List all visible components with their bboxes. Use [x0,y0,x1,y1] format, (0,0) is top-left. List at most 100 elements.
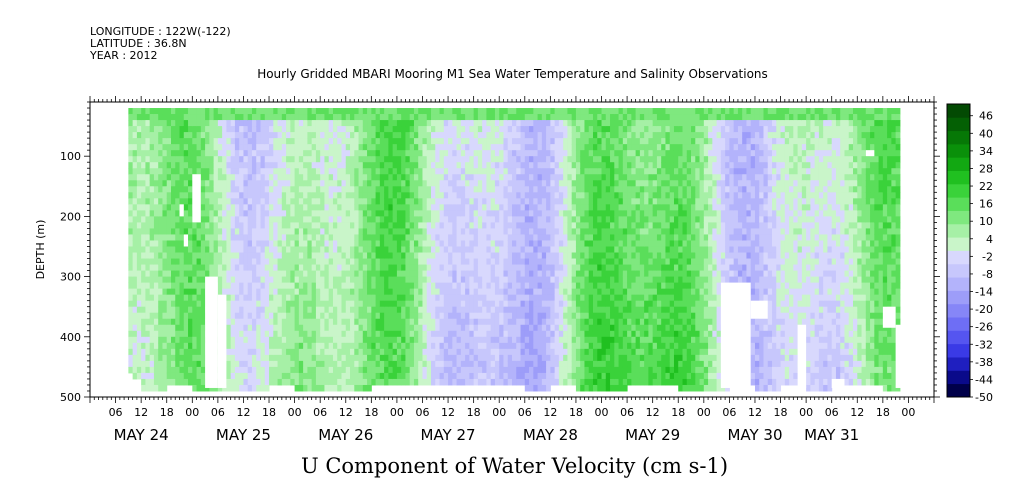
heatmap-cell [158,288,163,296]
heatmap-cell [409,204,415,211]
heatmap-cell [567,336,573,344]
heatmap-cell [213,186,219,193]
heatmap-cell [337,114,342,121]
heatmap-cell [183,252,189,260]
heatmap-cell [350,348,355,356]
heatmap-cell [226,342,232,350]
heatmap-cell [456,306,462,314]
heatmap-cell [367,126,372,133]
heatmap-cell [507,252,513,260]
heatmap-cell [533,234,539,241]
heatmap-cell [499,354,504,362]
heatmap-cell [499,138,504,145]
heatmap-cell [460,162,466,169]
heatmap-cell [166,174,172,181]
heatmap-cell [170,204,176,211]
heatmap-cell [503,294,509,302]
heatmap-cell [541,198,547,205]
heatmap-cell [379,108,385,115]
heatmap-cell [392,300,398,308]
heatmap-cell [477,204,483,211]
heatmap-cell [550,246,556,254]
heatmap-cell [507,132,513,139]
heatmap-cell [260,162,266,169]
heatmap-cell [375,288,381,296]
heatmap-cell [405,348,411,356]
heatmap-cell [307,210,313,217]
heatmap-cell [358,114,364,121]
heatmap-cell [200,144,206,151]
heatmap-cell [192,294,198,302]
heatmap-cell [469,360,475,368]
heatmap-cell [179,216,185,223]
heatmap-cell [200,276,206,284]
heatmap-cell [307,306,313,314]
heatmap-cell [524,312,530,320]
heatmap-cell [341,282,347,290]
heatmap-cell [247,312,253,320]
heatmap-cell [260,336,266,344]
heatmap-cell [200,372,206,380]
heatmap-cell [418,324,423,332]
heatmap-cell [477,276,483,284]
heatmap-cell [145,228,151,235]
heatmap-cell [200,108,206,115]
heatmap-cell [256,312,261,320]
heatmap-cell [217,198,223,205]
heatmap-cell [247,360,253,368]
heatmap-cell [243,228,249,235]
heatmap-cell [503,372,509,380]
heatmap-cell [277,240,283,247]
heatmap-cell [537,204,543,211]
heatmap-cell [567,120,573,127]
heatmap-cell [298,348,304,356]
heatmap-cell [452,216,458,223]
heatmap-cell [367,144,372,151]
heatmap-cell [324,312,330,320]
heatmap-cell [460,330,466,338]
heatmap-cell [550,324,556,332]
heatmap-cell [324,162,330,169]
heatmap-cell [537,300,543,308]
heatmap-cell [358,162,364,169]
heatmap-cell [286,228,291,235]
heatmap-cell [350,288,355,296]
heatmap-cell [341,174,347,181]
heatmap-cell [141,162,146,169]
heatmap-cell [448,120,453,127]
heatmap-cell [234,138,240,145]
heatmap-cell [260,354,266,362]
heatmap-cell [298,330,304,338]
heatmap-cell [558,276,564,284]
heatmap-cell [230,378,236,386]
heatmap-cell [413,186,419,193]
heatmap-cell [230,252,236,260]
heatmap-cell [200,306,206,314]
heatmap-cell [401,120,406,127]
heatmap-cell [337,354,342,362]
heatmap-cell [205,120,210,127]
heatmap-cell [251,198,257,205]
heatmap-cell [524,114,530,121]
heatmap-cell [575,192,581,199]
heatmap-cell [563,318,568,326]
heatmap-cell [226,240,232,247]
heatmap-cell [375,240,381,247]
heatmap-cell [251,120,257,127]
heatmap-cell [554,120,560,127]
heatmap-cell [188,216,193,223]
heatmap-cell [482,132,487,139]
heatmap-cell [230,258,236,266]
heatmap-cell [290,132,296,139]
heatmap-cell [320,204,325,211]
heatmap-cell [273,120,279,127]
heatmap-cell [537,282,543,290]
heatmap-cell [558,282,564,290]
heatmap-cell [145,246,151,254]
heatmap-cell [350,114,355,121]
heatmap-cell [490,204,496,211]
heatmap-cell [529,276,534,284]
heatmap-cell [524,270,530,278]
heatmap-cell [405,138,411,145]
heatmap-cell [409,114,415,121]
